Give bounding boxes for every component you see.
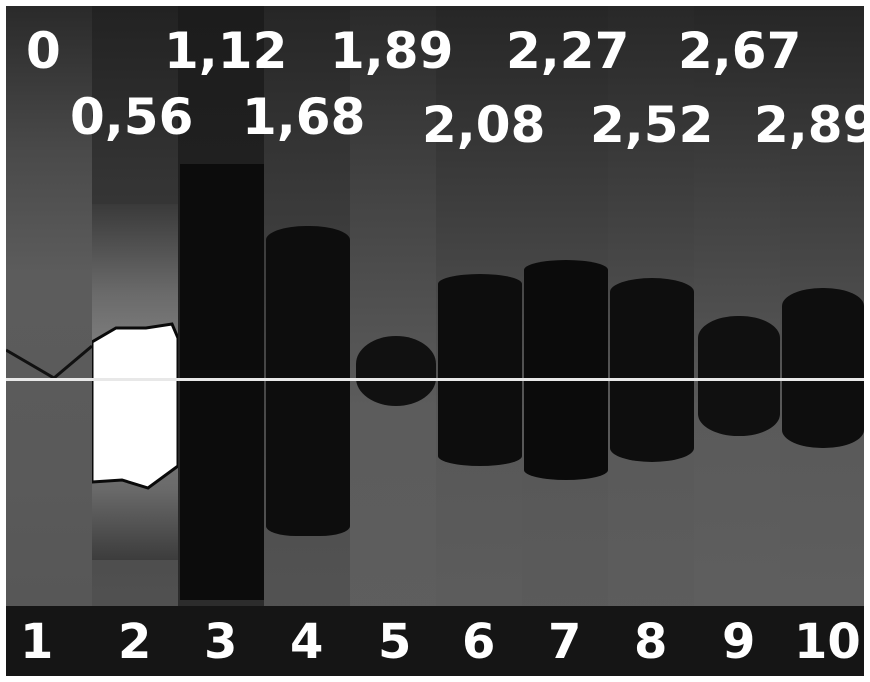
- panel-number-1: 1: [20, 614, 54, 670]
- panel-number-3: 3: [204, 614, 238, 670]
- panel-number-4: 4: [290, 614, 324, 670]
- value-panel-1: 0: [26, 22, 61, 80]
- value-panel-7: 2,27: [506, 22, 630, 80]
- strip-1-interface-line: [6, 344, 92, 380]
- value-panel-3: 1,12: [164, 22, 288, 80]
- value-panel-4: 1,68: [242, 88, 366, 146]
- panel-number-6: 6: [462, 614, 496, 670]
- value-panel-9: 2,67: [678, 22, 802, 80]
- value-panel-5: 1,89: [330, 22, 454, 80]
- reference-line: [6, 378, 864, 381]
- strip-5-dark-region: [356, 336, 436, 406]
- strip-9-dark-region: [698, 316, 780, 436]
- strip-6-dark-region: [438, 274, 522, 466]
- panel-number-9: 9: [722, 614, 756, 670]
- panel-number-10: 10: [794, 614, 861, 670]
- value-panel-6: 2,08: [422, 96, 546, 154]
- value-panel-10: 2,89: [754, 96, 864, 154]
- strip-1: [6, 6, 92, 676]
- value-panel-2: 0,56: [70, 88, 194, 146]
- strip-4-dark-region: [266, 226, 350, 536]
- value-panel-8: 2,52: [590, 96, 714, 154]
- strip-2-bright-region: [92, 322, 178, 490]
- strip-7-dark-region: [524, 260, 608, 480]
- strip-8-dark-region: [610, 278, 694, 462]
- panel-number-2: 2: [118, 614, 152, 670]
- panel-number-band: [6, 606, 864, 676]
- panel-number-5: 5: [378, 614, 412, 670]
- panel-number-7: 7: [548, 614, 582, 670]
- image-frame: 0 1,12 1,89 2,27 2,67 0,56 1,68 2,08 2,5…: [6, 6, 864, 676]
- panel-number-8: 8: [634, 614, 668, 670]
- strip-10-dark-region: [782, 288, 864, 448]
- strip-3-dark-region: [180, 164, 264, 600]
